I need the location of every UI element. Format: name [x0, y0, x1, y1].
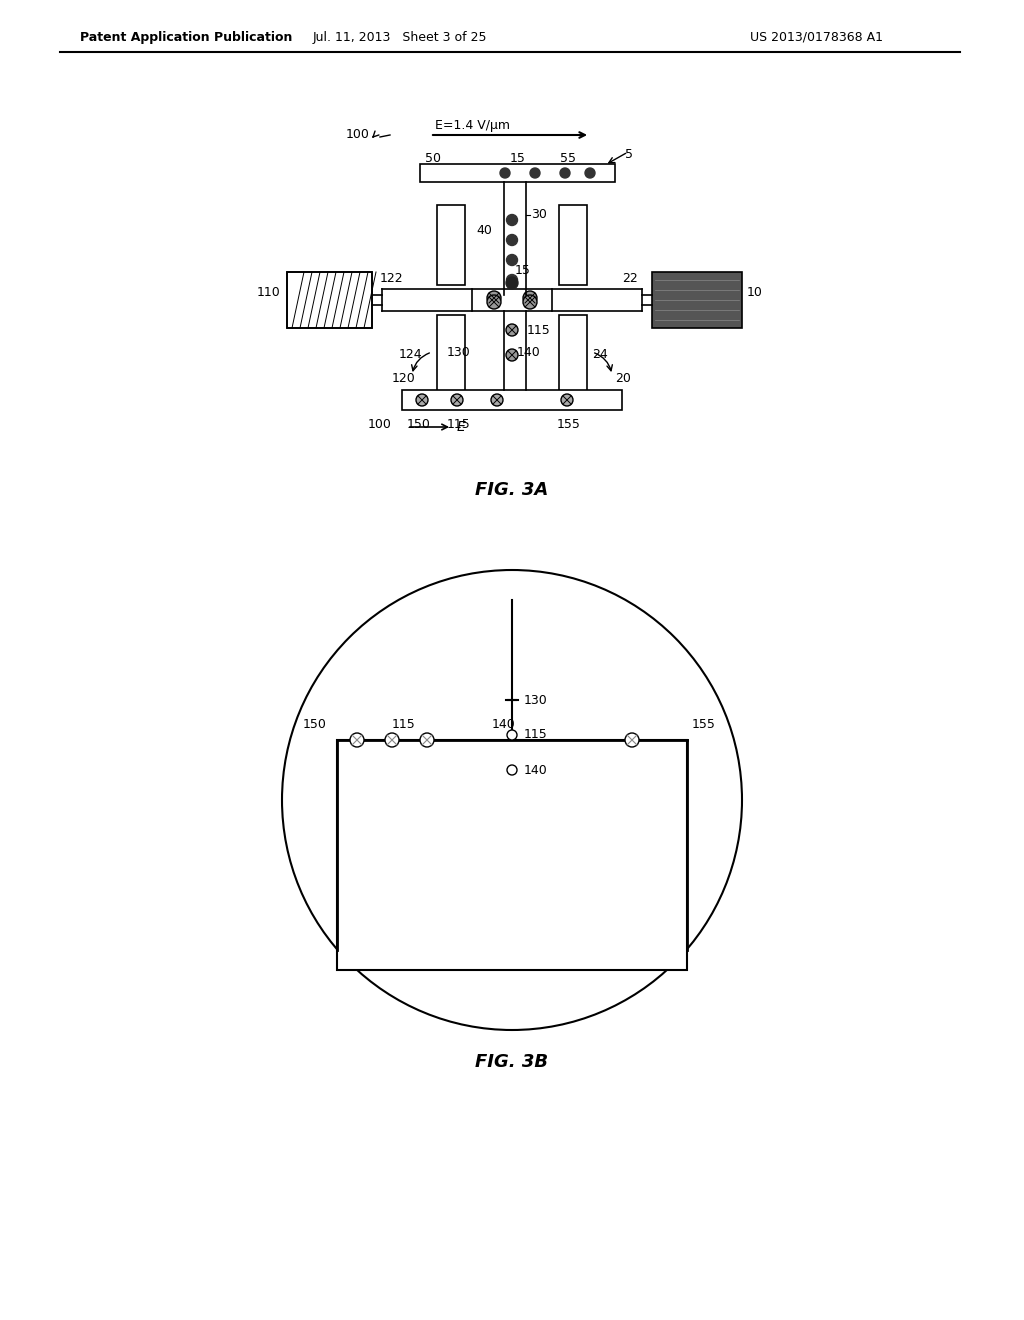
- Text: 15: 15: [510, 152, 526, 165]
- Text: 150: 150: [303, 718, 327, 731]
- Bar: [559, 315, 587, 395]
- Bar: [420, 164, 615, 182]
- Bar: [402, 389, 622, 411]
- Bar: [337, 741, 687, 970]
- Bar: [652, 272, 742, 327]
- Text: 140: 140: [524, 763, 548, 776]
- Text: 122: 122: [380, 272, 403, 285]
- Text: 115: 115: [392, 718, 416, 731]
- Circle shape: [451, 393, 463, 407]
- Text: 100: 100: [346, 128, 370, 141]
- Circle shape: [507, 730, 517, 741]
- Text: 115: 115: [527, 323, 551, 337]
- Text: 24: 24: [592, 348, 608, 362]
- Text: US 2013/0178368 A1: US 2013/0178368 A1: [750, 30, 883, 44]
- Text: 22: 22: [622, 272, 638, 285]
- Bar: [472, 289, 552, 312]
- Text: Patent Application Publication: Patent Application Publication: [80, 30, 293, 44]
- Circle shape: [416, 393, 428, 407]
- Circle shape: [500, 168, 510, 178]
- Bar: [559, 205, 587, 285]
- Text: FIG. 3B: FIG. 3B: [475, 1053, 549, 1071]
- Text: 155: 155: [557, 417, 581, 430]
- Text: 120: 120: [392, 371, 416, 384]
- Text: 124: 124: [399, 348, 423, 362]
- Circle shape: [506, 323, 518, 337]
- Text: 130: 130: [524, 693, 548, 706]
- Bar: [287, 272, 372, 327]
- Circle shape: [282, 570, 742, 1030]
- Bar: [287, 272, 372, 327]
- Bar: [437, 205, 465, 285]
- Text: 110: 110: [257, 285, 281, 298]
- Circle shape: [487, 294, 501, 309]
- Text: E: E: [457, 420, 466, 434]
- Circle shape: [506, 277, 518, 289]
- Text: 40: 40: [476, 223, 492, 236]
- Text: 50: 50: [425, 152, 441, 165]
- Circle shape: [487, 290, 501, 305]
- Text: 140: 140: [517, 346, 541, 359]
- Circle shape: [585, 168, 595, 178]
- Text: 155: 155: [692, 718, 716, 731]
- Circle shape: [507, 255, 517, 265]
- Text: 10: 10: [746, 285, 763, 298]
- Text: 115: 115: [524, 729, 548, 742]
- Circle shape: [385, 733, 399, 747]
- Text: 115: 115: [447, 417, 471, 430]
- Circle shape: [625, 733, 639, 747]
- Text: FIG. 3A: FIG. 3A: [475, 480, 549, 499]
- Text: 5: 5: [625, 149, 633, 161]
- Bar: [437, 315, 465, 395]
- Text: 100: 100: [368, 417, 392, 430]
- Text: 55: 55: [560, 152, 575, 165]
- Circle shape: [490, 393, 503, 407]
- Circle shape: [507, 275, 517, 285]
- Text: 30: 30: [531, 209, 547, 222]
- Text: 130: 130: [447, 346, 471, 359]
- Circle shape: [507, 214, 517, 226]
- Circle shape: [523, 290, 537, 305]
- Circle shape: [350, 733, 364, 747]
- Text: Jul. 11, 2013   Sheet 3 of 25: Jul. 11, 2013 Sheet 3 of 25: [312, 30, 487, 44]
- Circle shape: [530, 168, 540, 178]
- Text: 150: 150: [407, 417, 431, 430]
- Text: 20: 20: [615, 371, 631, 384]
- Circle shape: [561, 393, 573, 407]
- Circle shape: [507, 235, 517, 246]
- Text: E=1.4 V/μm: E=1.4 V/μm: [435, 119, 510, 132]
- Circle shape: [523, 294, 537, 309]
- Text: 140: 140: [492, 718, 516, 731]
- Circle shape: [507, 766, 517, 775]
- Text: 15: 15: [515, 264, 530, 276]
- Circle shape: [420, 733, 434, 747]
- Circle shape: [560, 168, 570, 178]
- Circle shape: [506, 348, 518, 360]
